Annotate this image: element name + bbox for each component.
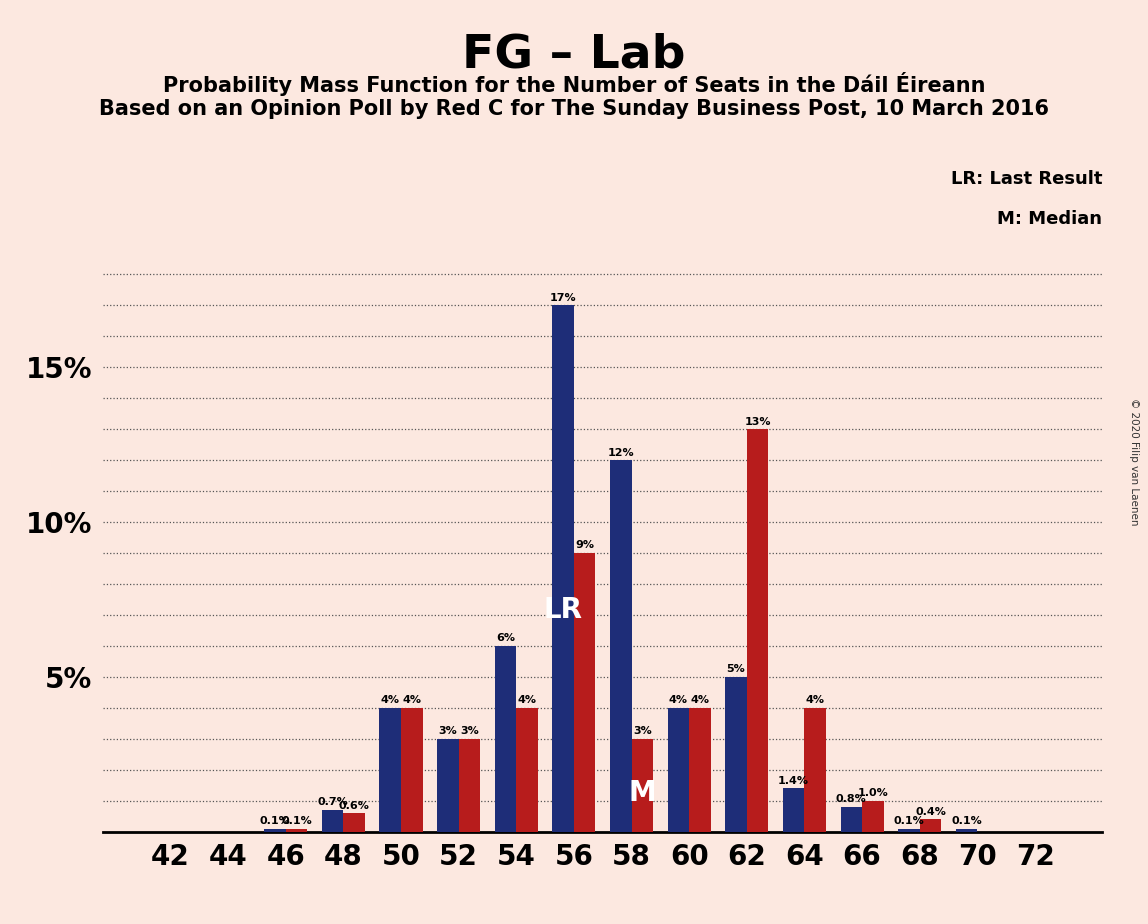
Bar (458, 738, 480, 832)
Bar (956, 829, 977, 832)
Text: 0.1%: 0.1% (893, 816, 924, 826)
Text: 0.7%: 0.7% (317, 797, 348, 808)
Text: 4%: 4% (690, 695, 709, 705)
Text: 0.8%: 0.8% (836, 795, 867, 805)
Text: Based on an Opinion Poll by Red C for The Sunday Business Post, 10 March 2016: Based on an Opinion Poll by Red C for Th… (99, 99, 1049, 119)
Text: 0.6%: 0.6% (339, 800, 370, 810)
Bar (517, 708, 538, 832)
Bar (840, 807, 862, 832)
Text: M: Median: M: Median (998, 210, 1102, 228)
Bar (343, 813, 365, 832)
Bar (783, 788, 805, 832)
Text: M: M (628, 779, 657, 807)
Bar (574, 553, 596, 832)
Text: LR: LR (543, 597, 582, 625)
Text: 4%: 4% (381, 695, 400, 705)
Text: 4%: 4% (402, 695, 421, 705)
Text: Probability Mass Function for the Number of Seats in the Dáil Éireann: Probability Mass Function for the Number… (163, 72, 985, 96)
Bar (495, 646, 517, 832)
Bar (286, 829, 308, 832)
Text: FG – Lab: FG – Lab (463, 32, 685, 78)
Bar (437, 738, 458, 832)
Bar (689, 708, 711, 832)
Bar (805, 708, 827, 832)
Bar (552, 305, 574, 832)
Text: 9%: 9% (575, 541, 595, 551)
Text: 3%: 3% (633, 726, 652, 736)
Text: 0.1%: 0.1% (281, 816, 312, 826)
Bar (726, 676, 747, 832)
Bar (264, 829, 286, 832)
Bar (862, 800, 884, 832)
Bar (610, 460, 631, 832)
Text: 0.4%: 0.4% (915, 807, 946, 817)
Text: 3%: 3% (439, 726, 457, 736)
Text: 17%: 17% (550, 293, 576, 303)
Text: 0.1%: 0.1% (259, 816, 290, 826)
Text: © 2020 Filip van Laenen: © 2020 Filip van Laenen (1130, 398, 1139, 526)
Bar (747, 429, 768, 832)
Bar (920, 820, 941, 832)
Text: 1.0%: 1.0% (858, 788, 889, 798)
Text: 5%: 5% (727, 664, 745, 675)
Text: 0.1%: 0.1% (952, 816, 982, 826)
Text: 4%: 4% (806, 695, 824, 705)
Text: 4%: 4% (518, 695, 536, 705)
Bar (667, 708, 689, 832)
Text: 12%: 12% (607, 447, 634, 457)
Text: 3%: 3% (460, 726, 479, 736)
Bar (631, 738, 653, 832)
Bar (401, 708, 422, 832)
Text: 1.4%: 1.4% (778, 776, 809, 785)
Text: LR: Last Result: LR: Last Result (951, 170, 1102, 188)
Bar (379, 708, 401, 832)
Text: 6%: 6% (496, 633, 515, 643)
Bar (321, 810, 343, 832)
Text: 4%: 4% (669, 695, 688, 705)
Text: 13%: 13% (744, 417, 770, 427)
Bar (898, 829, 920, 832)
